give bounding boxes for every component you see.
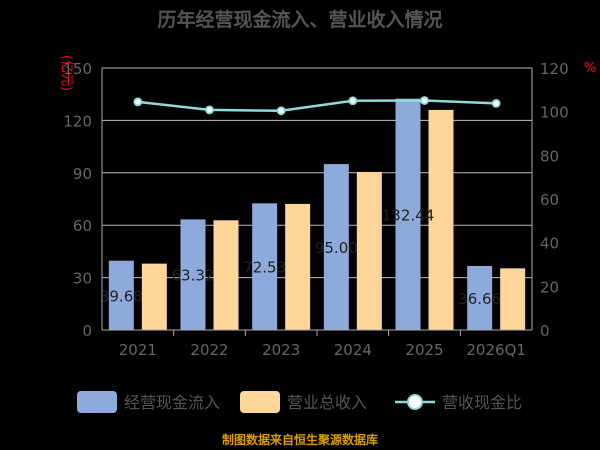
right-axis-unit: % <box>584 61 596 76</box>
bar-cash-inflow <box>180 219 206 330</box>
bar-revenue <box>356 171 382 330</box>
x-tick-label: 2024 <box>334 341 372 359</box>
legend-label: 经营现金流入 <box>124 393 220 412</box>
x-tick-label: 2023 <box>262 341 300 359</box>
x-tick-label: 2026Q1 <box>466 341 526 359</box>
data-label: 63.32 <box>172 267 215 285</box>
bar-cash-inflow <box>252 203 278 330</box>
ratio-point <box>133 97 143 107</box>
ratio-point <box>276 106 286 116</box>
ratio-point <box>491 98 501 108</box>
ratio-point <box>348 96 358 106</box>
y-tick-right: 60 <box>540 191 559 209</box>
data-label: 39.68 <box>100 287 143 305</box>
data-labels: 39.68 63.32 72.53 95.00 132.44 36.66 <box>100 206 501 308</box>
y-tick-left: 120 <box>63 112 92 130</box>
ratio-point <box>420 96 429 105</box>
chart-title: 历年经营现金流入、营业收入情况 <box>157 8 442 31</box>
y-tick-left: 150 <box>63 60 92 78</box>
bar-revenue <box>285 203 311 330</box>
y-tick-right: 120 <box>540 60 569 78</box>
bar-revenue <box>500 268 526 330</box>
left-axis-unit: (亿元) <box>59 55 74 91</box>
data-label: 72.53 <box>243 259 286 277</box>
bar-cash-inflow <box>323 164 349 330</box>
y-tick-right: 0 <box>540 322 550 340</box>
y-tick-right: 80 <box>540 147 559 165</box>
x-tick-label: 2025 <box>405 341 443 359</box>
legend[interactable]: 经营现金流入 营业总收入 营收现金比 <box>77 391 522 413</box>
ratio-point <box>205 105 214 115</box>
y-tick-right: 40 <box>540 235 559 253</box>
data-label: 36.66 <box>458 290 501 308</box>
bar-revenue <box>213 220 239 330</box>
legend-label: 营收现金比 <box>442 393 522 412</box>
legend-swatch-revenue <box>240 391 280 413</box>
bar-revenue <box>428 109 454 330</box>
bar-cash-inflow <box>395 98 421 330</box>
bar-cash-inflow <box>467 265 493 330</box>
source-note: 制图数据来自恒生聚源数据库 <box>222 432 378 447</box>
data-label: 132.44 <box>382 206 435 224</box>
legend-label: 营业总收入 <box>287 393 367 412</box>
x-tick-label: 2022 <box>190 341 228 359</box>
ratio-line-path <box>137 99 497 113</box>
y-tick-right: 20 <box>540 278 559 296</box>
axes: 0 30 60 90 120 150 0 20 40 60 80 100 120 2021 2022 2023… <box>63 60 568 359</box>
data-label: 95.00 <box>315 239 358 257</box>
legend-swatch-cash-inflow <box>77 391 117 413</box>
ratio-line <box>133 96 501 116</box>
y-tick-left: 30 <box>73 270 92 288</box>
y-tick-left: 90 <box>73 165 92 183</box>
y-tick-left: 60 <box>73 217 92 235</box>
bar-cash-inflow <box>108 260 134 330</box>
y-tick-left: 0 <box>82 322 92 340</box>
legend-marker-ratio <box>407 394 423 410</box>
y-tick-right: 100 <box>540 104 569 122</box>
x-tick-label: 2021 <box>119 341 157 359</box>
bar-revenue <box>141 263 167 330</box>
bars <box>108 98 526 330</box>
